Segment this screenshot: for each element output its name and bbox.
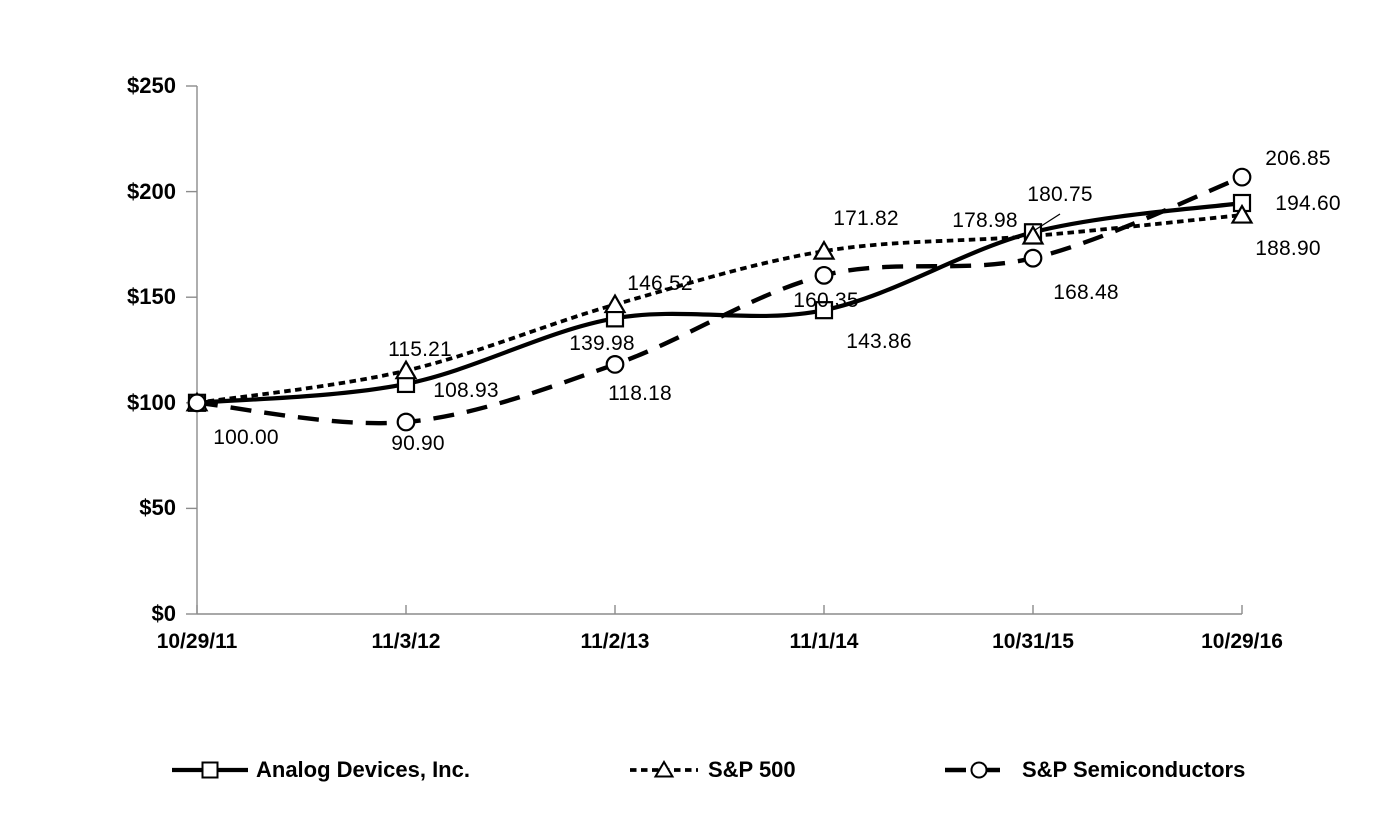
series-line-s-p-500: [196, 213, 1243, 405]
square-marker-icon: [201, 761, 219, 779]
legend-label: S&P Semiconductors: [1022, 757, 1246, 782]
marker-triangle-icon: [812, 239, 836, 260]
marker-circle-icon: [396, 412, 416, 432]
marker-circle-icon: [1232, 167, 1252, 187]
marker-triangle-icon: [1021, 224, 1045, 245]
legend-item-sp-semiconductors: S&P Semiconductors: [945, 757, 1245, 783]
circle-marker-icon: [970, 761, 988, 779]
legend-item-analog-devices: Analog Devices, Inc.: [172, 757, 470, 783]
triangle-marker-icon: [653, 760, 675, 778]
marker-circle-icon: [605, 355, 625, 374]
marker-circle-icon: [1023, 248, 1043, 268]
legend-line-triangle-icon: [630, 760, 698, 778]
marker-circle-icon: [814, 265, 834, 285]
legend-label: Analog Devices, Inc.: [256, 757, 470, 782]
marker-triangle-icon: [1230, 203, 1254, 224]
series-line-s-p-semiconductors: [196, 175, 1243, 426]
marker-square-icon: [814, 301, 834, 320]
legend-label: S&P 500: [708, 757, 796, 782]
data-label-leader-line: [1034, 213, 1061, 231]
marker-triangle-icon: [603, 293, 627, 314]
marker-triangle-icon: [394, 359, 418, 380]
legend-line-square-icon: [172, 761, 248, 779]
marker-circle-icon: [187, 393, 207, 413]
legend-line-circle-icon: [945, 761, 1013, 779]
legend-item-sp-500: S&P 500: [630, 757, 796, 783]
